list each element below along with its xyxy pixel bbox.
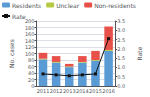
svg-text:100: 100: [25, 51, 35, 57]
svg-text:20: 20: [28, 77, 34, 83]
svg-text:Rate: Rate: [136, 46, 143, 60]
svg-text:2016: 2016: [102, 88, 115, 94]
svg-text:No. cases: No. cases: [8, 39, 15, 68]
svg-text:2.0: 2.0: [117, 46, 125, 52]
svg-text:180: 180: [25, 25, 35, 31]
svg-text:140: 140: [25, 38, 35, 44]
svg-text:3.0: 3.0: [117, 27, 125, 33]
svg-text:160: 160: [25, 31, 35, 37]
svg-text:60: 60: [28, 64, 34, 70]
svg-text:2.5: 2.5: [117, 37, 125, 43]
svg-text:40: 40: [28, 70, 34, 76]
svg-text:0.0: 0.0: [117, 83, 125, 89]
svg-text:2011: 2011: [37, 88, 50, 94]
svg-text:2015: 2015: [89, 88, 102, 94]
svg-text:1.5: 1.5: [117, 55, 125, 61]
svg-text:2014: 2014: [76, 88, 89, 94]
svg-text:Residents: Residents: [12, 2, 41, 9]
svg-text:80: 80: [28, 57, 34, 63]
svg-text:1.0: 1.0: [117, 64, 125, 70]
svg-text:Rate: Rate: [12, 13, 26, 20]
svg-text:200: 200: [25, 18, 35, 24]
svg-text:0.5: 0.5: [117, 74, 125, 80]
svg-text:0: 0: [31, 83, 34, 89]
svg-text:2013: 2013: [63, 88, 76, 94]
svg-text:2012: 2012: [50, 88, 63, 94]
svg-text:Unclear: Unclear: [56, 2, 80, 9]
svg-text:3.5: 3.5: [117, 18, 125, 24]
svg-text:Non-residents: Non-residents: [94, 2, 136, 9]
svg-text:120: 120: [25, 44, 35, 50]
